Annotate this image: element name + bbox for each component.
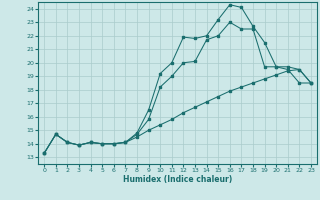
X-axis label: Humidex (Indice chaleur): Humidex (Indice chaleur) xyxy=(123,175,232,184)
